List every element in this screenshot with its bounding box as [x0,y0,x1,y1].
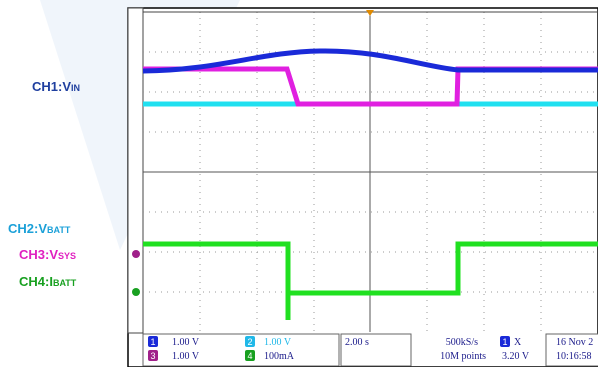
timebase: 2.00 s [345,337,369,348]
ch-scale: 1.00 V [264,337,292,348]
ch2-label: CH2:VBATT [8,221,71,236]
scope-frame [128,8,598,367]
label-part: BATT [53,278,77,288]
ch4-label: CH4:IBATT [19,274,77,289]
trigger-label: X [514,337,522,348]
ch-scale: 1.00 V [172,351,200,362]
ch-number: 2 [247,337,252,347]
label-part: BATT [47,225,71,235]
left-strip [128,8,143,333]
ch4-offset-marker [132,288,140,296]
label-part: CH2:V [8,221,47,236]
ch-number: 1 [150,337,155,347]
ch3-offset-marker [132,250,140,258]
label-part: CH3:V [19,247,58,262]
ch3-label: CH3:VSYS [19,247,76,262]
channel-labels: CH1:VIN CH2:VBATT CH3:VSYS CH4:IBATT [8,79,80,289]
label-part: CH4:I [19,274,53,289]
trigger-level: 3.20 V [502,351,530,362]
sample-rate: 500kS/s [446,337,478,348]
ch-number: 3 [150,351,155,361]
scope-screenshot: CH1:VIN CH2:VBATT CH3:VSYS CH4:IBATT 1 [0,0,598,367]
record-length: 10M points [440,351,486,362]
label-part: CH1:V [32,79,71,94]
date: 16 Nov 2 [556,337,593,348]
ch-number: 4 [247,351,252,361]
label-part: IN [71,83,80,93]
time: 10:16:58 [556,351,592,362]
ch-scale: 100mA [264,351,295,362]
label-part: SYS [58,251,76,261]
trigger-source: 1 [502,337,507,347]
ch-scale: 1.00 V [172,337,200,348]
